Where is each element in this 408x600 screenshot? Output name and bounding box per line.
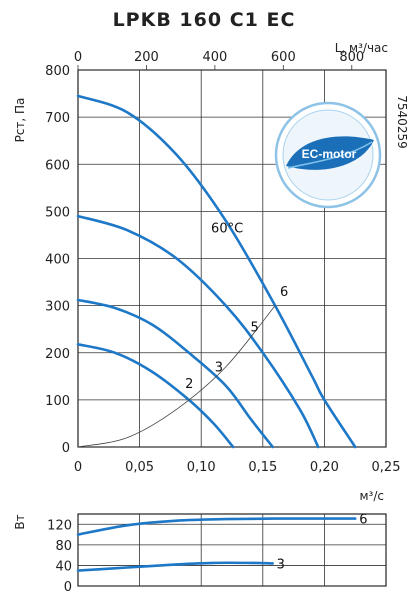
x-axis-label: м³/с [359,489,384,503]
pressure-curve-5 [76,214,320,449]
x-tick-label: 0,05 [125,460,154,475]
y-tick-label: 800 [45,64,70,79]
product-code: 7540259 [395,95,408,148]
y-tick-label: 500 [45,205,70,220]
power-y-tick-label: 80 [55,539,72,554]
ec-motor-badge: EC-motor [274,101,382,209]
curve-label: 2 [185,377,193,392]
x-tick-label: 0,25 [372,460,401,475]
pressure-curve-2 [76,343,235,449]
power-y-tick-label: 40 [55,559,72,574]
system-curve [77,305,276,448]
power-curve-label: 3 [277,557,285,572]
curve-label: 5 [250,321,258,336]
power-y-tick-label: 120 [47,518,72,533]
x2-tick-label: 0 [74,50,82,65]
x2-tick-label: 800 [339,50,364,65]
y-tick-label: 400 [45,253,70,268]
x2-tick-label: 400 [202,50,227,65]
power-curve-6 [76,517,357,536]
leaf-swoosh [287,141,373,169]
x-tick-label: 0,10 [187,460,216,475]
x-tick-label: 0 [74,460,82,475]
chart-title: LPKB 160 C1 EC [113,9,296,31]
curve-label: 3 [215,361,223,376]
power-curve-label: 6 [359,513,367,528]
x2-tick-label: 200 [134,50,159,65]
pressure-curve-3 [76,298,274,449]
y-tick-label: 600 [45,158,70,173]
y-tick-label: 0 [62,441,70,456]
pressure-curve-6 [76,94,357,449]
power-curve-3 [76,561,274,572]
badge-text: EC-motor [302,147,357,161]
power-y-tick-label: 0 [64,580,72,595]
y-tick-label: 700 [45,111,70,126]
curve-label: 6 [280,285,288,300]
x2-tick-label: 600 [271,50,296,65]
y-tick-label: 200 [45,347,70,362]
y-axis-label: Рст, Па [13,98,27,143]
power-axis-label: Вт [13,514,27,529]
y-tick-label: 100 [45,394,70,409]
leaf-icon [286,136,374,170]
y-tick-label: 300 [45,300,70,315]
x-tick-label: 0,20 [310,460,339,475]
x2-axis-label: L, м³/час [335,41,388,55]
x-tick-label: 0,15 [248,460,277,475]
temperature-annotation: 60°C [211,222,243,237]
